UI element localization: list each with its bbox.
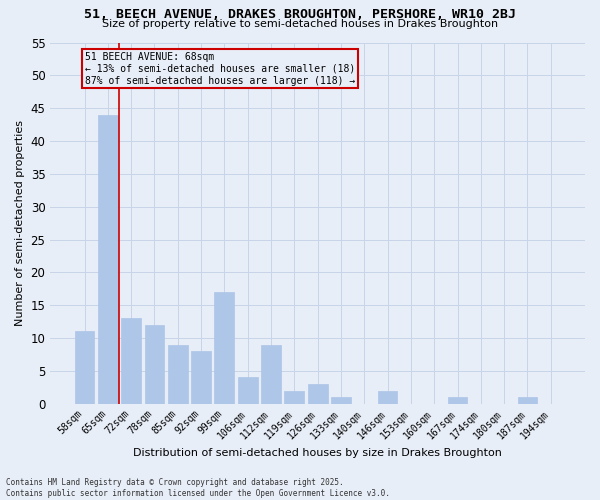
Bar [74,332,94,404]
Bar [98,114,118,404]
Bar [214,292,234,404]
Text: 51, BEECH AVENUE, DRAKES BROUGHTON, PERSHORE, WR10 2BJ: 51, BEECH AVENUE, DRAKES BROUGHTON, PERS… [84,8,516,20]
Bar [308,384,328,404]
Y-axis label: Number of semi-detached properties: Number of semi-detached properties [15,120,25,326]
Bar [377,390,397,404]
Bar [448,397,467,404]
Bar [121,318,141,404]
Bar [284,390,304,404]
Bar [145,325,164,404]
Text: 51 BEECH AVENUE: 68sqm
← 13% of semi-detached houses are smaller (18)
87% of sem: 51 BEECH AVENUE: 68sqm ← 13% of semi-det… [85,52,355,86]
Bar [238,378,257,404]
Bar [518,397,538,404]
Bar [331,397,351,404]
X-axis label: Distribution of semi-detached houses by size in Drakes Broughton: Distribution of semi-detached houses by … [133,448,502,458]
Bar [168,344,188,404]
Bar [261,344,281,404]
Bar [191,351,211,404]
Text: Contains HM Land Registry data © Crown copyright and database right 2025.
Contai: Contains HM Land Registry data © Crown c… [6,478,390,498]
Text: Size of property relative to semi-detached houses in Drakes Broughton: Size of property relative to semi-detach… [102,19,498,29]
